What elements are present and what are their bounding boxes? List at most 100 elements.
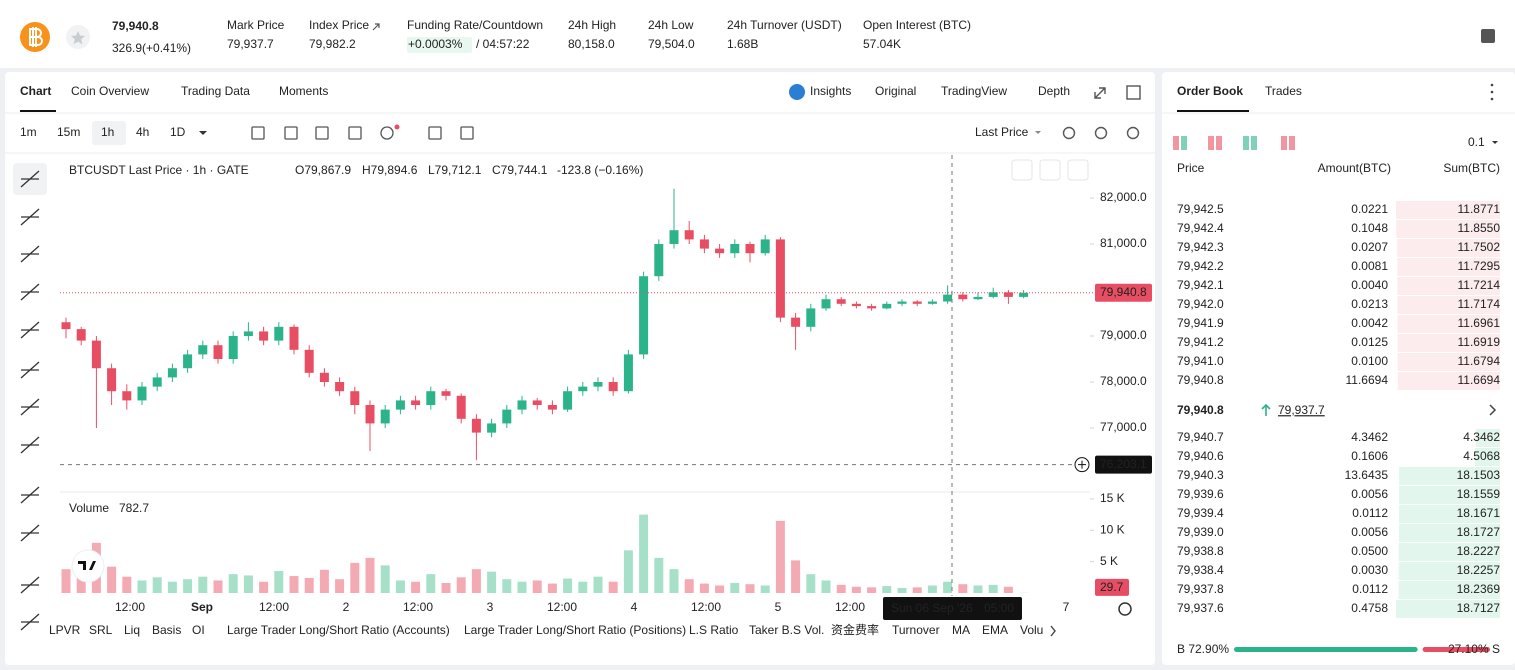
view-tab[interactable]: Insights [810, 84, 851, 98]
interval[interactable]: 1h [101, 125, 114, 139]
tool-icon[interactable] [348, 126, 362, 140]
price[interactable]: 79,940.7 [1177, 430, 1224, 444]
indicator[interactable]: EMA [982, 623, 1008, 637]
scroll-right[interactable] [1050, 625, 1056, 637]
price[interactable]: 79,937.8 [1177, 582, 1224, 596]
price[interactable]: 79,940.8 [1177, 373, 1224, 387]
book-view[interactable] [1173, 136, 1179, 150]
price-source[interactable]: Last Price [975, 125, 1029, 139]
settings-icon[interactable] [1118, 602, 1132, 616]
book-view[interactable] [1281, 136, 1287, 150]
price[interactable]: 79,939.0 [1177, 525, 1224, 539]
price[interactable]: 79,939.6 [1177, 487, 1224, 501]
price[interactable]: 79,942.2 [1177, 259, 1224, 273]
drawing-tool[interactable] [20, 524, 40, 542]
tab[interactable]: Moments [279, 84, 328, 98]
indicator[interactable]: Basis [152, 623, 181, 637]
menu-dot[interactable] [1490, 90, 1494, 94]
toolbar-icon[interactable] [1094, 126, 1108, 140]
book-view[interactable] [1216, 136, 1222, 150]
indicator[interactable]: Liq [124, 623, 140, 637]
book-view[interactable] [1243, 136, 1249, 150]
indicator[interactable]: Large Trader Long/Short Ratio (Accounts) [227, 623, 450, 637]
menu-dot[interactable] [1490, 97, 1494, 101]
chart-button[interactable] [1039, 159, 1061, 181]
book-view[interactable] [1181, 136, 1187, 150]
price[interactable]: 79,942.3 [1177, 240, 1224, 254]
price[interactable]: 79,941.2 [1177, 335, 1224, 349]
candle-body [684, 230, 694, 240]
price[interactable]: 79,942.1 [1177, 278, 1224, 292]
price[interactable]: 79,940.3 [1177, 468, 1224, 482]
price[interactable]: 79,938.4 [1177, 563, 1224, 577]
indicator[interactable]: Volu [1020, 623, 1043, 637]
tab[interactable]: Trades [1265, 84, 1302, 98]
indicator[interactable]: SRL [89, 623, 113, 637]
stat-value: 1.68B [727, 37, 758, 51]
drawing-tool[interactable] [20, 170, 40, 188]
price[interactable]: 79,939.4 [1177, 506, 1224, 520]
price[interactable]: 79,940.6 [1177, 449, 1224, 463]
tab[interactable]: Coin Overview [71, 84, 149, 98]
tool-icon[interactable] [251, 126, 265, 140]
volume-bar [699, 583, 709, 593]
indicator[interactable]: L.S Ratio [689, 623, 739, 637]
tool-icon[interactable] [380, 126, 394, 140]
tool-icon[interactable] [460, 126, 474, 140]
volume-tick-label: 15 K [1100, 491, 1125, 505]
tool-icon[interactable] [315, 126, 329, 140]
chart-button[interactable] [1067, 159, 1089, 181]
view-tab[interactable]: TradingView [941, 84, 1007, 98]
toolbar-icon[interactable] [1062, 126, 1076, 140]
window-icon[interactable] [1126, 85, 1141, 100]
chart-button[interactable] [1011, 159, 1033, 181]
price[interactable]: 79,942.0 [1177, 297, 1224, 311]
book-view[interactable] [1289, 136, 1295, 150]
price[interactable]: 79,941.0 [1177, 354, 1224, 368]
interval[interactable]: 15m [57, 125, 80, 139]
book-view[interactable] [1251, 136, 1257, 150]
chevron[interactable] [1489, 404, 1497, 416]
volume-bar [380, 565, 390, 593]
indicator[interactable]: LPVR [49, 623, 81, 637]
drawing-tool[interactable] [20, 283, 40, 301]
tab[interactable]: Trading Data [181, 84, 250, 98]
drawing-tool[interactable] [20, 361, 40, 379]
drawing-tool[interactable] [20, 486, 40, 504]
indicator[interactable]: OI [192, 623, 205, 637]
view-tab[interactable]: Depth [1038, 84, 1070, 98]
tab[interactable]: Chart [20, 84, 51, 98]
drawing-tool[interactable] [20, 576, 40, 594]
tool-icon[interactable] [428, 126, 442, 140]
price[interactable]: 79,942.5 [1177, 202, 1224, 216]
menu-dot[interactable] [1490, 83, 1494, 87]
fullscreen-icon[interactable] [1094, 87, 1106, 99]
indicator[interactable]: Taker B.S Vol. [749, 623, 824, 637]
drawing-tool[interactable] [20, 245, 40, 263]
toolbar-icon[interactable] [1126, 126, 1140, 140]
book-view[interactable] [1208, 136, 1214, 150]
tool-icon[interactable] [284, 126, 298, 140]
interval[interactable]: 1m [20, 125, 37, 139]
price[interactable]: 79,942.4 [1177, 221, 1224, 235]
precision[interactable]: 0.1 [1468, 135, 1485, 149]
candle-body [167, 368, 177, 378]
indicator[interactable]: 资金费率 [831, 622, 879, 637]
tab[interactable]: Order Book [1177, 84, 1243, 98]
view-tab[interactable]: Original [875, 84, 916, 98]
price[interactable]: 79,941.9 [1177, 316, 1224, 330]
interval[interactable]: 4h [136, 125, 149, 139]
candle-body [1019, 292, 1029, 297]
drawing-tool[interactable] [20, 321, 40, 339]
interval[interactable]: 1D [170, 125, 186, 139]
indicator[interactable]: Large Trader Long/Short Ratio (Positions… [464, 623, 686, 637]
doc-button[interactable] [1481, 29, 1495, 43]
indicator[interactable]: MA [952, 623, 970, 637]
drawing-tool[interactable] [20, 436, 40, 454]
indicator[interactable]: Turnover [892, 623, 940, 637]
price[interactable]: 79,938.8 [1177, 544, 1224, 558]
price[interactable]: 79,937.6 [1177, 601, 1224, 615]
drawing-tool[interactable] [20, 208, 40, 226]
drawing-tool[interactable] [20, 613, 40, 631]
drawing-tool[interactable] [20, 398, 40, 416]
